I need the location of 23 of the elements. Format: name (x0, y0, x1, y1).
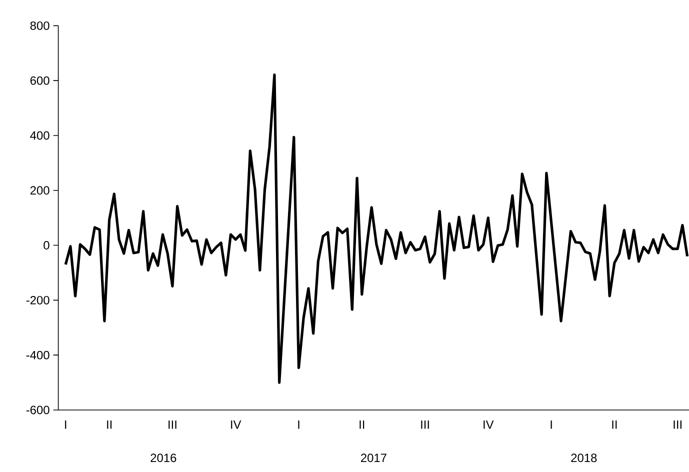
x-tick-label: I (550, 420, 552, 429)
y-tick-label: 0 (44, 241, 50, 250)
x-tick-label: IV (484, 420, 494, 429)
y-tick-label: -400 (26, 350, 50, 360)
y-tick-label: 600 (30, 76, 50, 85)
y-tick-label: 200 (30, 186, 50, 195)
y-tick-label: 400 (30, 131, 50, 140)
y-tick-label: -600 (26, 406, 50, 414)
x-tick-label: III (421, 420, 429, 429)
x-tick-label: III (674, 420, 682, 429)
x-tick-label: I (65, 420, 66, 429)
x-tick-label: II (360, 420, 364, 429)
x-tick-label: I (298, 420, 300, 429)
y-tick-label: -200 (26, 296, 50, 304)
x-tick-label: IV (231, 420, 242, 429)
x-tick-label: III (168, 420, 176, 429)
y-tick-label: 800 (30, 21, 50, 30)
x-tick-label: II (107, 420, 112, 429)
text: 2017 (361, 454, 386, 462)
text: 2018 (571, 454, 597, 462)
text: 2016 (150, 454, 176, 462)
x-tick-label: II (612, 420, 617, 429)
line-series (64, 74, 689, 384)
